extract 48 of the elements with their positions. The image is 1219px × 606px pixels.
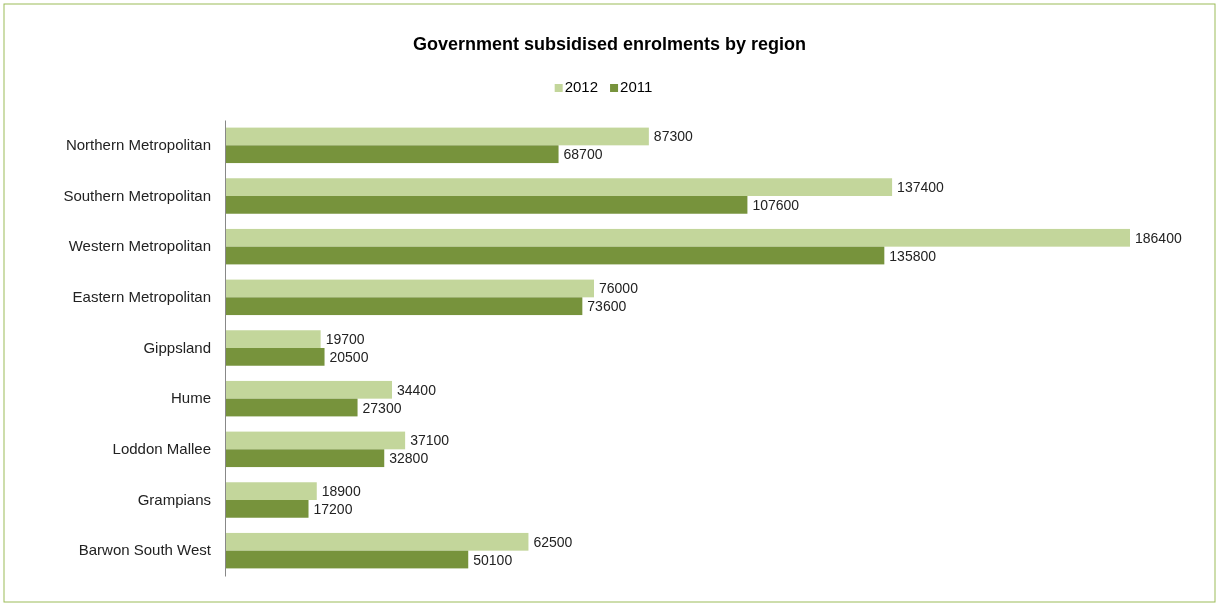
y-tick-label: Southern Metropolitan (63, 186, 211, 204)
data-label: 62500 (533, 533, 573, 550)
bar (225, 348, 325, 366)
y-tick-label: Grampians (137, 490, 211, 508)
y-tick-label: Loddon Mallee (112, 440, 211, 458)
data-label: 18900 (321, 483, 361, 500)
data-label: 76000 (598, 280, 639, 297)
y-tick-label: Northern Metropolitan (65, 136, 211, 154)
bar (225, 550, 469, 569)
legend-label: 2012 (564, 78, 599, 95)
bar (225, 398, 358, 417)
data-label: 37100 (410, 432, 450, 449)
bar (225, 532, 529, 551)
data-label: 68700 (563, 146, 603, 163)
data-label: 17200 (313, 500, 353, 517)
bar (225, 145, 559, 164)
bar (225, 127, 649, 146)
bar (225, 297, 583, 316)
y-tick-label: Western Metropolitan (68, 237, 211, 255)
chart-title: Government subsidised enrolments by region (412, 34, 807, 54)
bar (225, 279, 594, 298)
bar (225, 431, 406, 450)
data-label: 19700 (325, 331, 365, 348)
data-label: 87300 (653, 128, 693, 145)
data-label: 27300 (362, 399, 402, 416)
data-label: 32800 (389, 450, 429, 467)
data-label: 73600 (587, 298, 627, 315)
bar (225, 196, 748, 214)
data-label: 186400 (1135, 229, 1182, 246)
data-label: 137400 (897, 179, 945, 196)
y-tick-label: Eastern Metropolitan (72, 288, 211, 306)
bar (225, 228, 1130, 247)
data-label: 34400 (397, 381, 437, 398)
y-tick-label: Hume (170, 389, 211, 407)
data-label: 50100 (473, 551, 513, 568)
data-label: 107600 (752, 196, 800, 213)
bar (225, 500, 309, 518)
bar (225, 330, 321, 348)
data-label: 135800 (889, 247, 937, 264)
y-tick-label: Barwon South West (78, 541, 212, 559)
bar (225, 178, 893, 196)
bar (225, 449, 385, 468)
bar (225, 246, 885, 265)
bar (225, 380, 393, 399)
data-label: 20500 (329, 348, 369, 365)
y-tick-label: Gippsland (143, 338, 211, 356)
legend-label: 2011 (620, 78, 653, 95)
bar (225, 482, 317, 500)
